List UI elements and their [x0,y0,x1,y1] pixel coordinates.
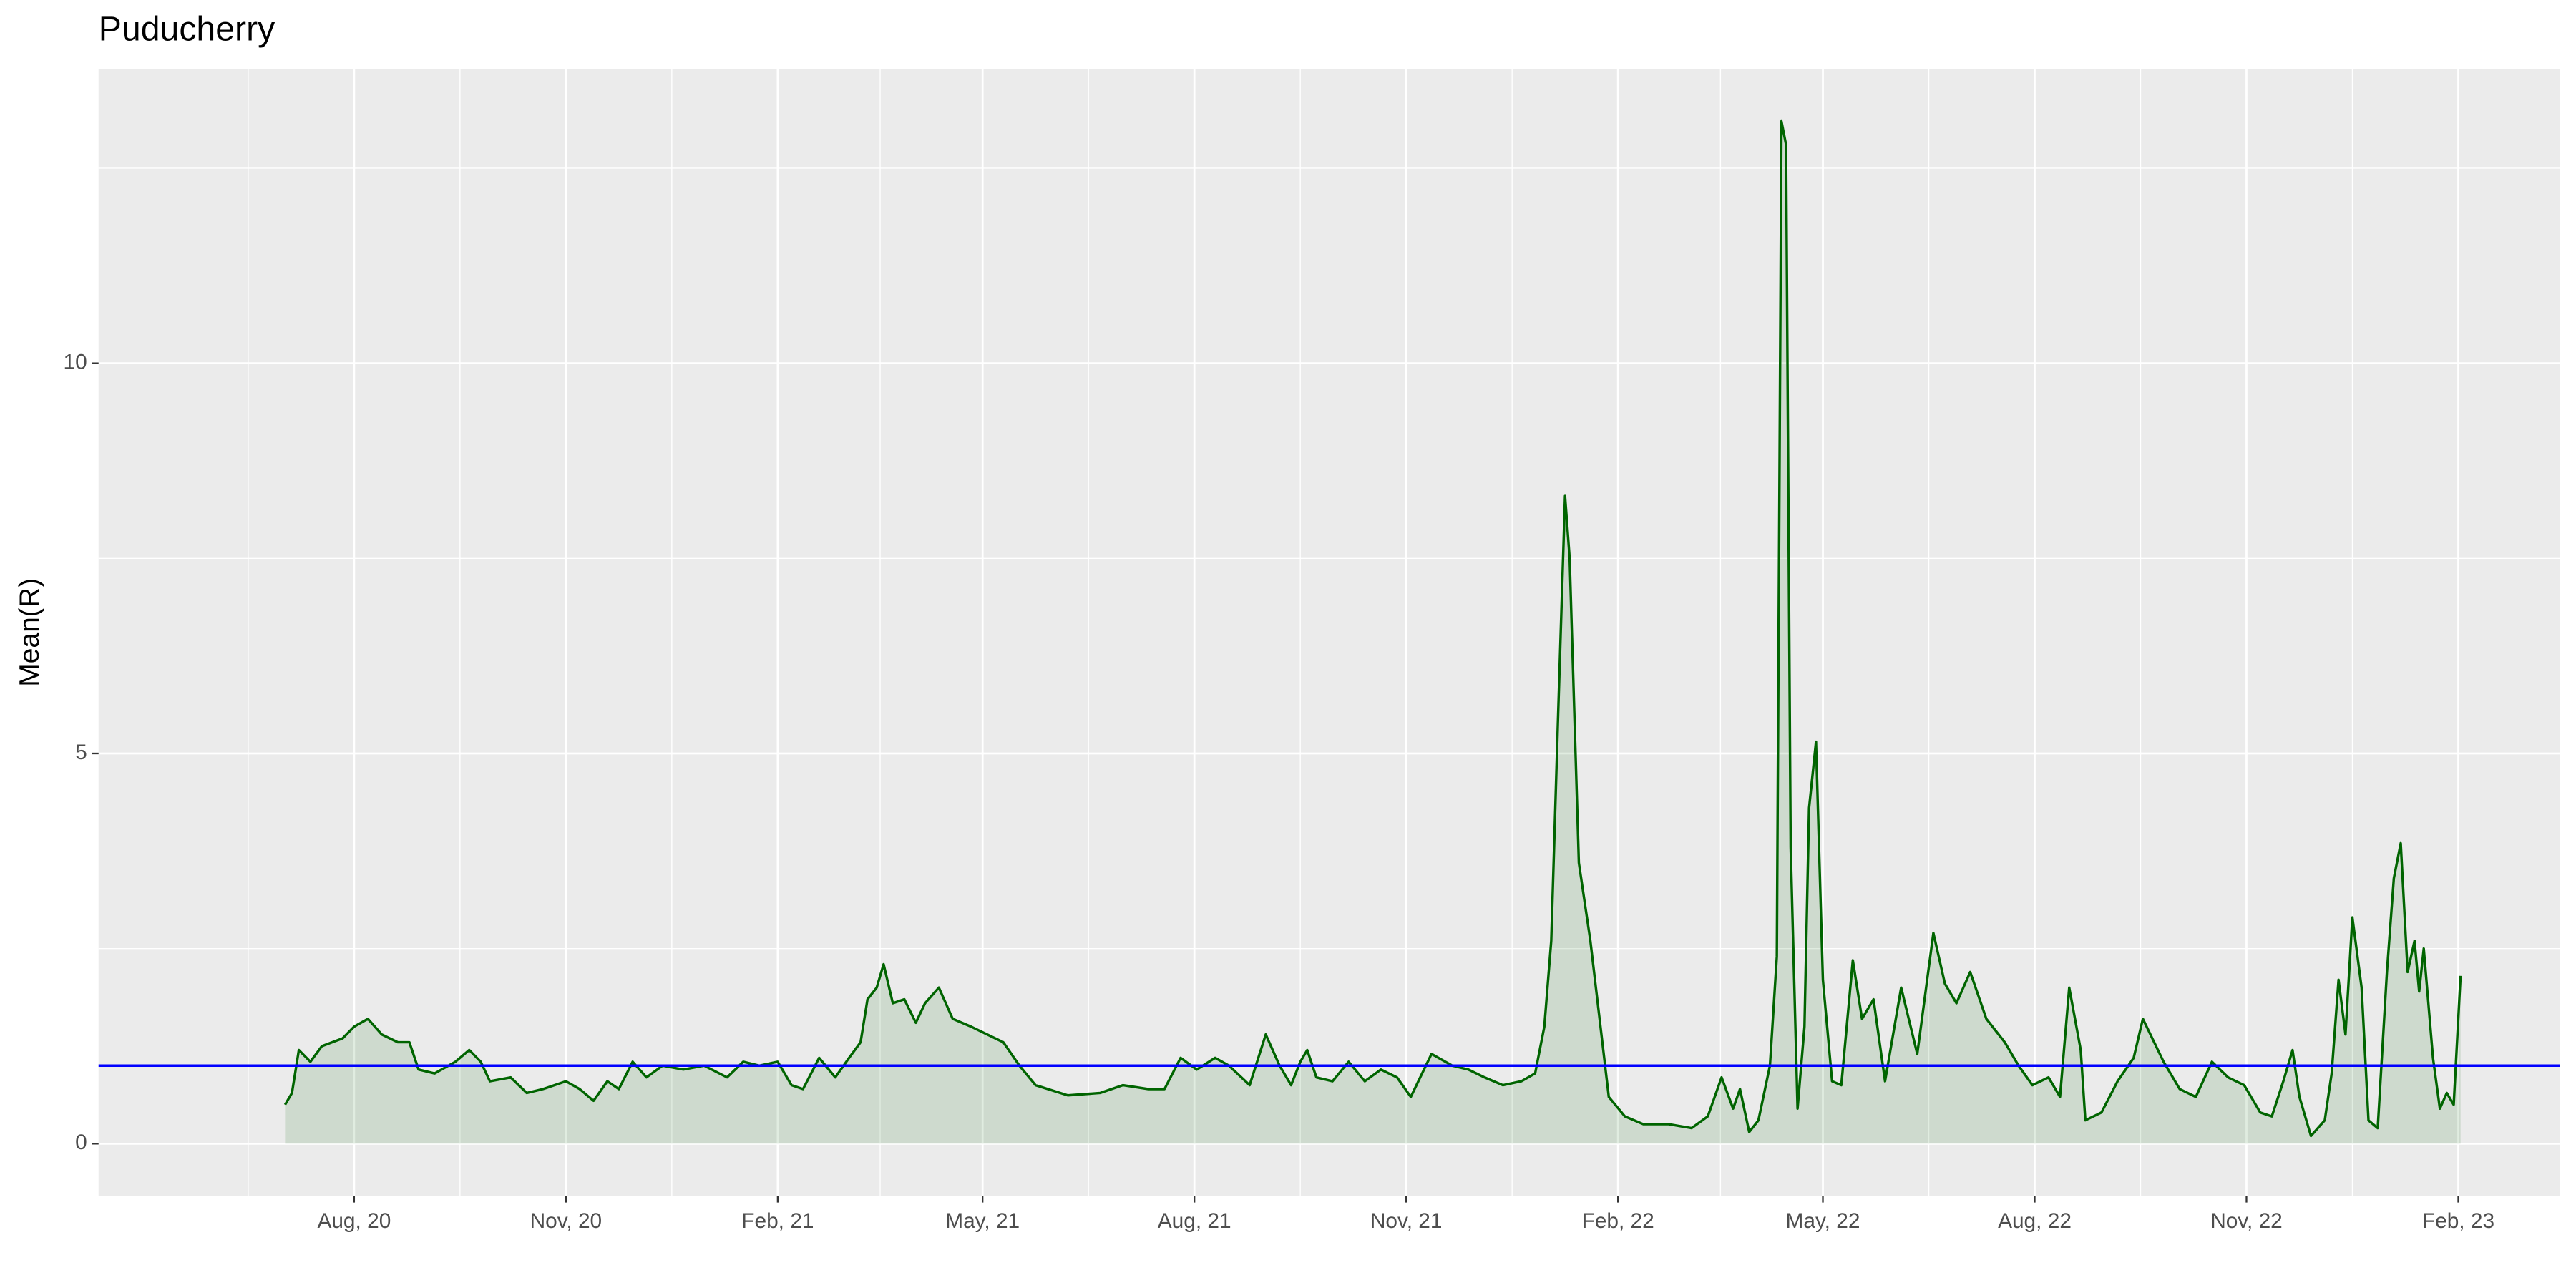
x-tick-label: Feb, 22 [1582,1209,1654,1233]
x-tick-label: Feb, 23 [2422,1209,2494,1233]
x-tick-label: Nov, 22 [2210,1209,2283,1233]
plot-background [98,69,2560,1196]
chart-title: Puducherry [99,9,275,48]
x-tick-label: Aug, 21 [1158,1209,1231,1233]
x-tick-label: Nov, 21 [1370,1209,1443,1233]
x-tick-label: Aug, 22 [1998,1209,2072,1233]
x-tick-label: Nov, 20 [530,1209,602,1233]
x-tick-label: May, 22 [1786,1209,1860,1233]
x-tick-label: Feb, 21 [741,1209,814,1233]
line [283,119,2462,1138]
y-tick-label: 5 [75,741,87,764]
x-tick-label: Aug, 20 [317,1209,391,1233]
y-axis-label: Mean(R) [14,578,45,687]
y-tick-label: 0 [75,1131,87,1154]
x-tick-label: May, 21 [945,1209,1020,1233]
y-tick-label: 10 [63,351,87,374]
